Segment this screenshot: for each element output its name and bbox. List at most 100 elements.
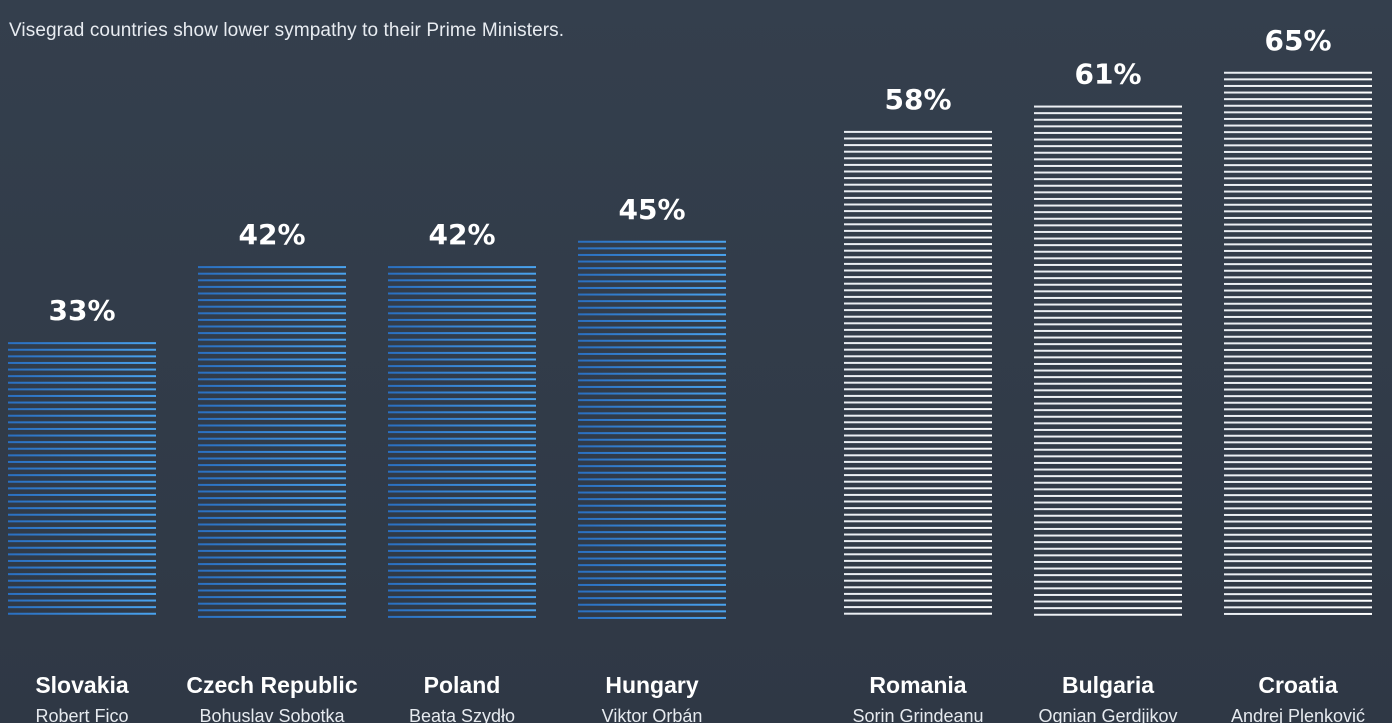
- bar-stripe: [1034, 349, 1182, 352]
- bar-stripe: [198, 272, 346, 275]
- bar-stripe: [198, 536, 346, 539]
- bar-stripe: [1034, 600, 1182, 603]
- bar-stripe: [1224, 441, 1372, 444]
- bar-stripe: [388, 325, 536, 328]
- bar-stripe: [578, 240, 726, 243]
- bar-stripe: [578, 326, 726, 329]
- bar-stripe: [8, 467, 156, 470]
- bar-stripe: [8, 421, 156, 424]
- bar-stripe: [1224, 540, 1372, 543]
- bar-stripe: [1224, 487, 1372, 490]
- bar-stripe: [198, 299, 346, 302]
- bar-stripe: [8, 500, 156, 503]
- bar-stripe: [198, 470, 346, 473]
- bar-stripe: [578, 253, 726, 256]
- bar-stripe: [8, 342, 156, 345]
- bar-stripe: [844, 157, 992, 160]
- labels-layer: 33% Slovakia Robert Fico 42% Czech Republic B…: [35, 24, 1365, 723]
- bar-stripe: [1224, 256, 1372, 259]
- bar-stripe: [198, 450, 346, 453]
- bar-stripe: [198, 424, 346, 427]
- bar-stripe: [578, 517, 726, 520]
- bar-stripe: [844, 361, 992, 364]
- bar-stripe: [844, 243, 992, 246]
- bar-stripe: [388, 292, 536, 295]
- bar-stripe: [844, 388, 992, 391]
- bar-stripe: [388, 477, 536, 480]
- bar-stripe: [1224, 553, 1372, 556]
- bar-stripe: [1224, 395, 1372, 398]
- bar-stripe: [1224, 223, 1372, 226]
- bar-stripe: [198, 530, 346, 533]
- bar-stripe: [198, 358, 346, 361]
- bar-stripe: [388, 318, 536, 321]
- value-label-romania: 58%: [884, 83, 951, 116]
- bar-stripe: [388, 351, 536, 354]
- bar-stripe: [1034, 501, 1182, 504]
- bar-stripe: [8, 454, 156, 457]
- bar-stripe: [198, 589, 346, 592]
- bar-stripe: [844, 144, 992, 147]
- bar-stripe: [1224, 474, 1372, 477]
- bar-stripe: [1034, 587, 1182, 590]
- bar-stripe: [578, 333, 726, 336]
- bar-stripe: [578, 379, 726, 382]
- bar-stripe: [844, 236, 992, 239]
- bar-stripe: [1034, 389, 1182, 392]
- bar-stripe: [1224, 236, 1372, 239]
- bar-stripe: [198, 398, 346, 401]
- bar-stripe: [8, 487, 156, 490]
- bar-stripe: [578, 465, 726, 468]
- bar-stripe: [388, 563, 536, 566]
- bar-stripe: [1034, 237, 1182, 240]
- bar-stripe: [388, 569, 536, 572]
- bar-stripe: [8, 566, 156, 569]
- bar-stripe: [1034, 158, 1182, 161]
- country-label-romania: Romania: [869, 672, 966, 698]
- bar-stripe: [8, 368, 156, 371]
- bar-stripe: [1034, 277, 1182, 280]
- bar-stripe: [388, 576, 536, 579]
- pm-label-poland: Beata Szydło: [409, 706, 515, 723]
- bar-stripe: [388, 365, 536, 368]
- bar-stripe: [388, 358, 536, 361]
- value-label-croatia: 65%: [1264, 24, 1331, 57]
- bar-stripe: [578, 247, 726, 250]
- bar-stripe: [1224, 606, 1372, 609]
- bar-stripe: [1034, 211, 1182, 214]
- bar-stripe: [578, 405, 726, 408]
- bar-slovakia: [8, 342, 156, 615]
- bar-stripe: [8, 513, 156, 516]
- bar-stripe: [1224, 249, 1372, 252]
- bar-stripe: [1034, 184, 1182, 187]
- bar-stripe: [1034, 125, 1182, 128]
- bar-stripe: [198, 338, 346, 341]
- bar-stripe: [198, 483, 346, 486]
- bar-stripe: [1224, 414, 1372, 417]
- bar-stripe: [1224, 111, 1372, 114]
- bar-stripe: [1224, 230, 1372, 233]
- bar-stripe: [1224, 84, 1372, 87]
- bar-stripe: [578, 524, 726, 527]
- bar-stripe: [1034, 455, 1182, 458]
- bar-stripe: [1224, 197, 1372, 200]
- bar-stripe: [1034, 191, 1182, 194]
- bar-stripe: [388, 285, 536, 288]
- bar-stripe: [198, 444, 346, 447]
- bar-stripe: [198, 292, 346, 295]
- bar-stripe: [8, 586, 156, 589]
- bar-stripe: [198, 596, 346, 599]
- bar-stripe: [844, 553, 992, 556]
- bar-stripe: [8, 375, 156, 378]
- bar-stripe: [1224, 612, 1372, 615]
- bar-stripe: [1224, 461, 1372, 464]
- bar-stripe: [198, 543, 346, 546]
- bar-stripe: [578, 372, 726, 375]
- pm-label-bulgaria: Ognian Gerdjikov: [1038, 706, 1177, 723]
- bar-stripe: [578, 313, 726, 316]
- bar-stripe: [578, 445, 726, 448]
- bar-stripe: [1034, 204, 1182, 207]
- bar-stripe: [198, 549, 346, 552]
- bar-stripe: [388, 391, 536, 394]
- bar-stripe: [578, 273, 726, 276]
